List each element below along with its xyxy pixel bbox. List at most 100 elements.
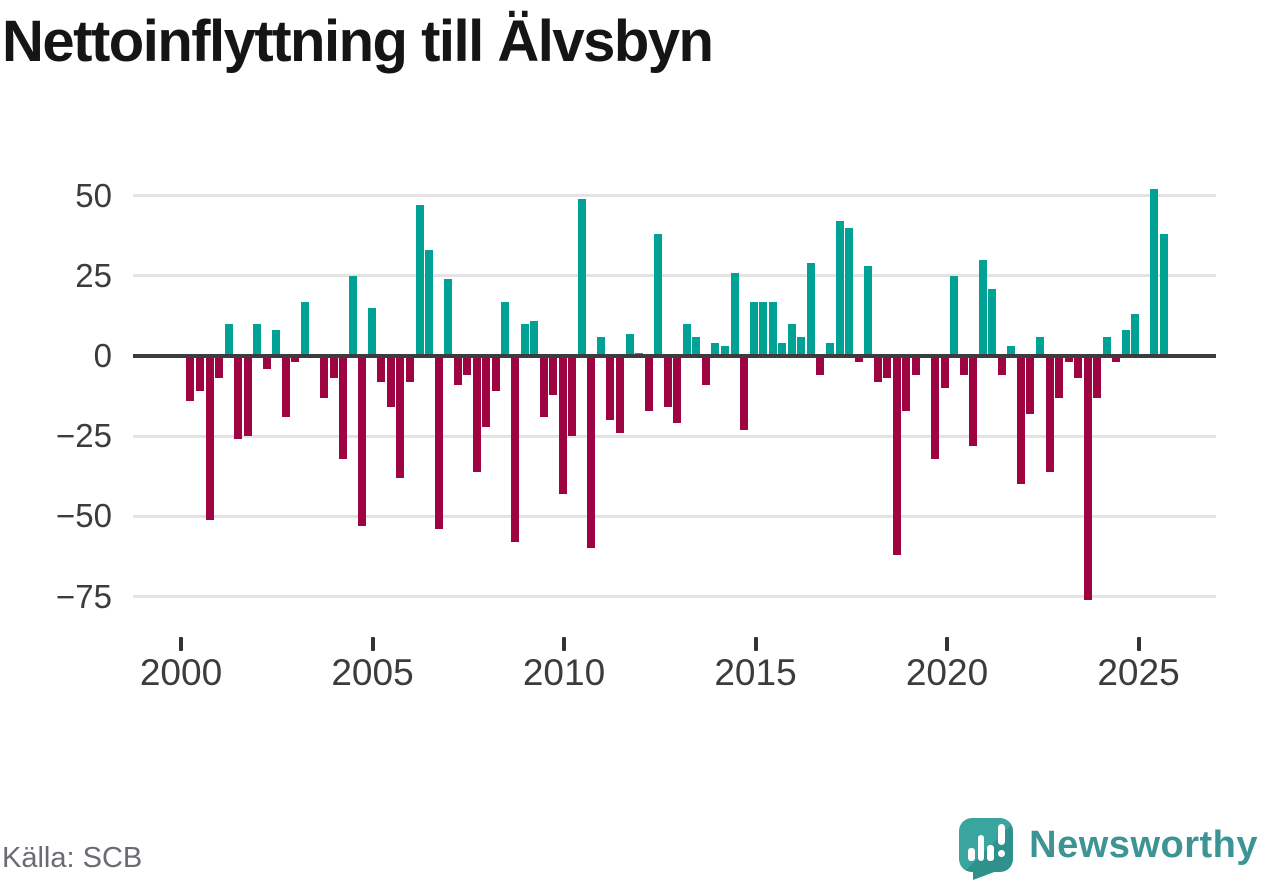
bar-negative — [482, 356, 491, 427]
bar-negative — [1026, 356, 1035, 414]
bar-negative — [396, 356, 405, 478]
bar-positive — [730, 272, 739, 356]
y-gridline — [133, 514, 1216, 518]
bar-negative — [873, 356, 882, 382]
bar-negative — [854, 356, 863, 363]
bar-negative — [1064, 356, 1073, 363]
bar-negative — [1083, 356, 1092, 600]
bar-positive — [1102, 336, 1111, 356]
exclamation-dot — [997, 849, 1005, 857]
bar-positive — [1150, 189, 1159, 356]
y-gridline — [133, 595, 1216, 598]
bar-negative — [816, 356, 825, 376]
bar-negative — [463, 356, 472, 376]
source-note: Källa: SCB — [2, 842, 143, 874]
y-tick-label: −75 — [56, 577, 112, 615]
bar-negative — [453, 356, 462, 385]
bar-negative — [1016, 356, 1025, 485]
bar-positive — [825, 343, 834, 356]
bar-positive — [787, 323, 796, 356]
bar-negative — [339, 356, 348, 459]
bar-negative — [911, 356, 920, 376]
bar-positive — [711, 343, 720, 356]
bar-positive — [720, 346, 729, 356]
bar-negative — [205, 356, 214, 520]
bar-negative — [291, 356, 300, 363]
bar-positive — [768, 301, 777, 356]
bar-negative — [405, 356, 414, 382]
bar-positive — [501, 301, 510, 356]
bar-positive — [692, 336, 701, 356]
bar-positive — [348, 275, 357, 356]
mini-bar-1 — [968, 848, 975, 861]
bar-negative — [959, 356, 968, 376]
bar-negative — [997, 356, 1006, 376]
x-tick-mark — [562, 637, 566, 651]
mini-bar-2 — [977, 835, 985, 861]
zero-axis-line — [133, 354, 1216, 358]
bar-negative — [644, 356, 653, 411]
bar-positive — [864, 266, 873, 356]
bar-negative — [568, 356, 577, 437]
bar-positive — [1160, 234, 1168, 356]
bar-negative — [262, 356, 271, 369]
bar-negative — [1074, 356, 1083, 379]
bar-positive — [596, 336, 605, 356]
y-tick-label: −50 — [56, 497, 112, 535]
bar-positive — [300, 301, 309, 356]
y-gridline — [133, 434, 1216, 438]
bar-positive — [577, 198, 586, 356]
bar-negative — [434, 356, 443, 530]
bar-positive — [625, 333, 634, 356]
bar-negative — [549, 356, 558, 395]
bar-positive — [367, 307, 376, 356]
bar-negative — [186, 356, 195, 401]
bar-negative — [558, 356, 567, 494]
bar-negative — [673, 356, 682, 424]
bar-negative — [472, 356, 481, 472]
exclamation-stem — [997, 824, 1005, 845]
bar-positive — [806, 263, 815, 356]
bar-positive — [444, 279, 453, 356]
x-tick-label: 2010 — [522, 652, 606, 693]
bar-negative — [329, 356, 338, 379]
x-tick-label: 2025 — [1097, 652, 1180, 693]
bar-negative — [969, 356, 978, 446]
brand-wordmark: Newsworthy — [1029, 823, 1258, 866]
bar-negative — [892, 356, 901, 555]
bar-negative — [1093, 356, 1102, 398]
bar-positive — [845, 227, 853, 356]
mini-bar-3 — [987, 845, 994, 861]
bar-positive — [978, 259, 987, 356]
x-tick-mark — [370, 637, 375, 651]
x-tick-label: 2005 — [331, 652, 414, 693]
x-tick-mark — [945, 637, 949, 651]
bar-negative — [663, 356, 672, 408]
x-tick-label: 2020 — [905, 652, 989, 693]
bar-positive — [530, 320, 538, 356]
bar-negative — [615, 356, 624, 433]
newsworthy-mark-icon — [959, 818, 1014, 880]
bar-negative — [377, 356, 386, 382]
bar-positive — [759, 301, 768, 356]
bar-negative — [587, 356, 596, 549]
bar-positive — [682, 323, 691, 356]
bar-negative — [320, 356, 328, 398]
bar-positive — [415, 205, 424, 356]
bar-negative — [930, 356, 939, 459]
bar-negative — [195, 356, 204, 392]
bar-negative — [215, 356, 223, 379]
bar-negative — [234, 356, 243, 440]
bar-negative — [1055, 356, 1063, 398]
bar-negative — [701, 356, 710, 385]
bar-positive — [950, 275, 958, 356]
bar-negative — [281, 356, 290, 417]
bar-negative — [883, 356, 892, 379]
bar-negative — [1045, 356, 1054, 472]
y-tick-label: −25 — [56, 417, 112, 455]
bar-negative — [740, 356, 748, 430]
newsworthy-logo[interactable]: Newsworthy — [959, 812, 1258, 880]
x-tick-mark — [753, 637, 758, 651]
bar-negative — [510, 356, 519, 542]
